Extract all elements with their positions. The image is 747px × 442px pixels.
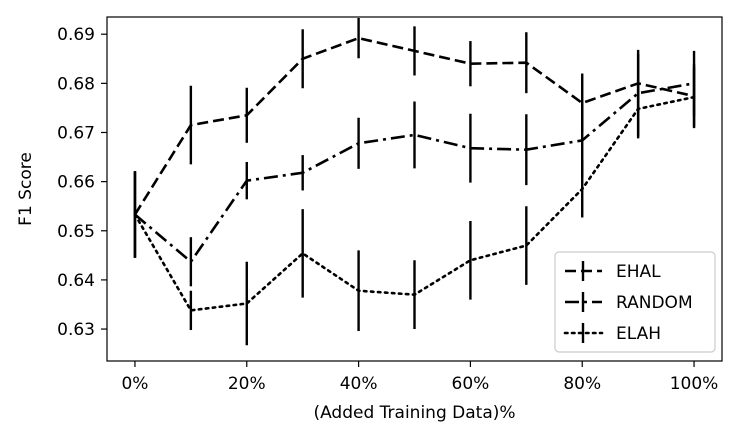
legend: EHAL RANDOM ELAH — [554, 251, 716, 353]
y-tick-label: 0.69 — [57, 25, 95, 45]
x-axis-label: (Added Training Data)% — [313, 403, 515, 423]
legend-item-random: RANDOM — [565, 292, 693, 313]
y-axis-label: F1 Score — [16, 152, 36, 226]
legend-item-elah: ELAH — [563, 323, 661, 344]
x-tick-label: 0% — [121, 374, 148, 394]
x-tick-label: 20% — [228, 374, 266, 394]
x-tick-label: 80% — [563, 374, 601, 394]
series-layer — [133, 17, 696, 346]
y-tick-label: 0.68 — [57, 74, 95, 94]
axes-frame — [106, 16, 723, 362]
y-tick-label: 0.66 — [57, 173, 95, 193]
y-tick-label: 0.63 — [57, 320, 95, 340]
legend-label-elah: ELAH — [616, 324, 661, 344]
y-tick-label: 0.67 — [57, 123, 95, 143]
series-elah — [133, 67, 696, 346]
legend-label-random: RANDOM — [616, 293, 693, 313]
axes-layer: 0% 20% 40% 60% 80% 100% 0.63 0.64 0.65 0.66 0.67 0.… — [57, 16, 723, 394]
legend-label-ehal: EHAL — [616, 262, 661, 282]
x-tick-label: 40% — [340, 374, 378, 394]
y-tick-label: 0.64 — [57, 271, 95, 291]
x-tick-label: 100% — [670, 374, 719, 394]
series-line-random — [134, 82, 695, 264]
legend-item-ehal: EHAL — [565, 261, 661, 282]
x-tick-label: 60% — [452, 374, 490, 394]
y-tick-label: 0.65 — [57, 222, 95, 242]
legend-box — [554, 251, 716, 353]
